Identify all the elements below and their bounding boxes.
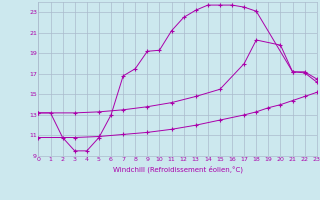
X-axis label: Windchill (Refroidissement éolien,°C): Windchill (Refroidissement éolien,°C) bbox=[113, 165, 243, 173]
